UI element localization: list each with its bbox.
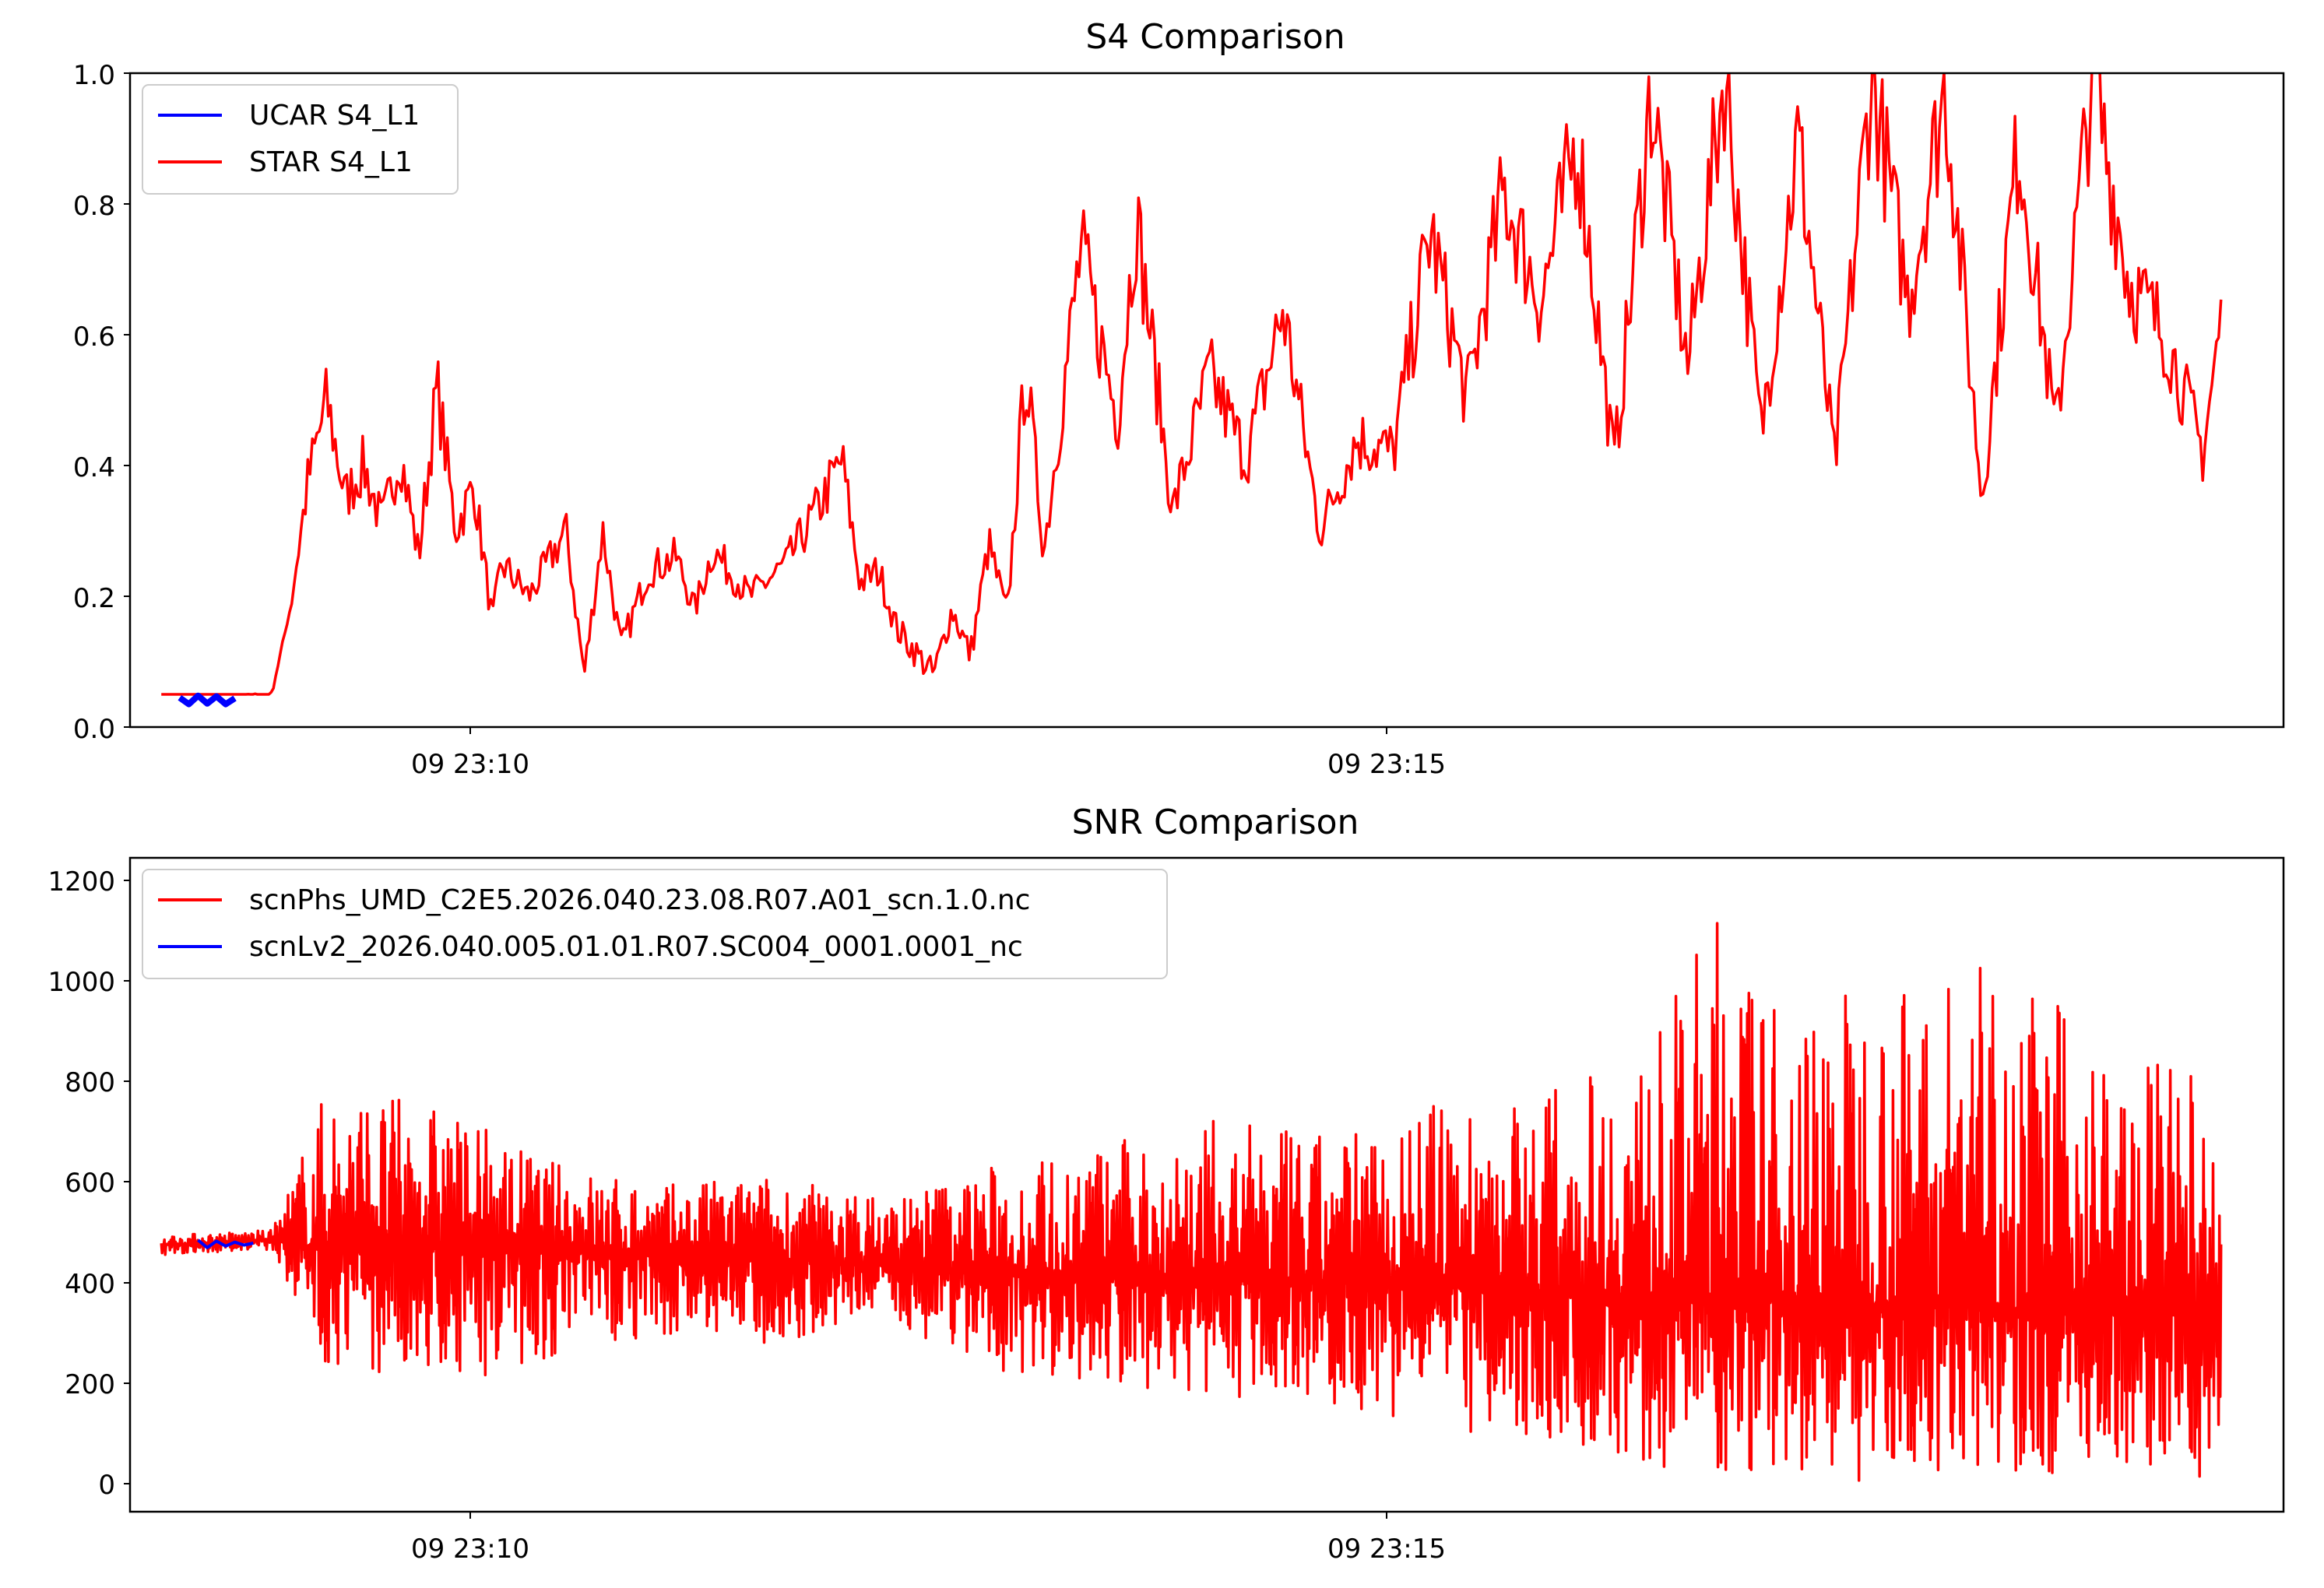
snr-legend-label-scnphs: scnPhs_UMD_C2E5.2026.040.23.08.R07.A01_s… <box>249 884 1030 916</box>
s4-y-tick-label: 0.8 <box>73 191 115 222</box>
s4-legend-label-ucar: UCAR S4_L1 <box>249 100 420 132</box>
snr-y-tick-label: 0 <box>98 1470 115 1501</box>
s4-legend-box <box>142 84 459 195</box>
snr-y-axis: 0 200 400 600 800 1000 1200 <box>47 866 130 1501</box>
snr-x-axis: 09 23:10 09 23:15 <box>411 1512 1446 1565</box>
s4-axes-frame <box>128 72 2285 729</box>
series-line-blue <box>178 692 237 708</box>
series-line-blue <box>197 1238 254 1249</box>
snr-y-tick-label: 400 <box>65 1269 115 1300</box>
snr-y-tick-label: 1000 <box>47 967 115 998</box>
s4-x-axis: 09 23:10 09 23:15 <box>411 727 1446 780</box>
s4-y-tick-label: 0.6 <box>73 321 115 353</box>
snr-y-tick-label: 1200 <box>47 866 115 898</box>
snr-chart-title: SNR Comparison <box>1072 803 1359 842</box>
snr-x-tick-label: 09 23:15 <box>1327 1534 1446 1565</box>
s4-y-tick-label: 0.2 <box>73 583 115 614</box>
s4-y-tick-label: 0.4 <box>73 452 115 483</box>
snr-y-tick-label: 600 <box>65 1168 115 1199</box>
snr-legend: scnPhs_UMD_C2E5.2026.040.23.08.R07.A01_s… <box>142 869 1168 979</box>
snr-y-tick-label: 200 <box>65 1369 115 1400</box>
s4-y-tick-label: 0.0 <box>73 714 115 745</box>
snr-y-tick-label: 800 <box>65 1067 115 1098</box>
series-line-red <box>160 922 2223 1482</box>
s4-x-tick-label: 09 23:10 <box>411 749 529 780</box>
snr-legend-label-scnlv2: scnLv2_2026.040.005.01.01.R07.SC004_0001… <box>249 931 1023 963</box>
s4-y-tick-label: 1.0 <box>73 60 115 91</box>
snr-comparison-panel: SNR Comparison 0 200 400 600 800 1000 12… <box>47 803 2285 1565</box>
snr-x-tick-label: 09 23:10 <box>411 1534 529 1565</box>
s4-legend: UCAR S4_L1 STAR S4_L1 <box>142 84 459 195</box>
snr-axes-frame <box>128 856 2285 1513</box>
series-line-red <box>161 73 2223 696</box>
s4-y-axis: 0.0 0.2 0.4 0.6 0.8 1.0 <box>73 60 130 745</box>
s4-comparison-panel: S4 Comparison 0.0 0.2 0.4 0.6 0.8 1.0 09… <box>73 17 2285 780</box>
s4-x-tick-label: 09 23:15 <box>1327 749 1446 780</box>
snr-legend-box <box>142 869 1168 979</box>
snr-plot-area <box>160 922 2223 1482</box>
s4-plot-area <box>161 73 2223 708</box>
s4-legend-label-star: STAR S4_L1 <box>249 146 413 178</box>
s4-chart-title: S4 Comparison <box>1085 17 1345 57</box>
